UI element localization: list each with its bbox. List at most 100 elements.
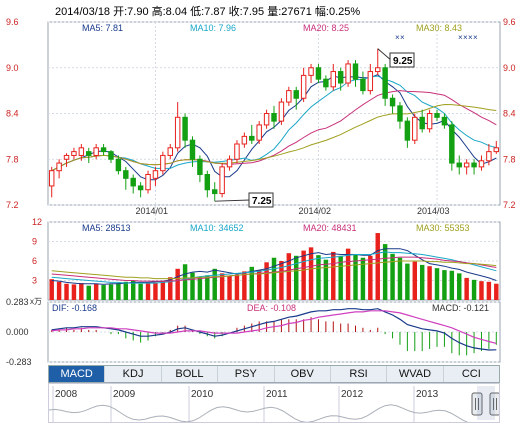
candle-body [471,162,477,168]
candle-body [389,97,396,107]
candle-body [226,158,233,168]
navigator-year-label: 2012 [341,389,364,400]
volume-ma-line [51,260,497,280]
macd-label: DEA: -0.108 [247,303,296,313]
indicator-tabs: MACD KDJ BOLL PSY OBV RSI WVAD CCI [48,365,500,383]
tab-macd[interactable]: MACD [49,366,106,382]
macd-dif-line [51,308,497,351]
tab-obv[interactable]: OBV [275,366,331,382]
candle-body [382,67,388,99]
candle-body [352,63,359,80]
volume-bar [101,285,106,300]
volume-bar [353,254,358,300]
volume-bar [279,261,284,300]
price-xtick: 2014/01 [135,206,168,216]
candle-body [56,162,62,172]
candle-body [486,151,492,162]
volume-bar [219,273,225,300]
volume-bar [190,272,195,300]
volume-bar [242,271,247,300]
tab-cci[interactable]: CCI [461,368,481,380]
high-annotation-box [389,52,415,68]
candle-body [160,154,166,172]
candle-body [174,116,181,149]
tab-rsi[interactable]: RSI [331,366,388,382]
price-xtick: 2014/02 [298,206,331,216]
range-navigator[interactable]: 2008 2009 2010 2011 2012 2013 [48,383,500,423]
volume-bar [368,255,373,300]
volume-bar [294,255,299,300]
candle-body [137,185,144,191]
volume-bar [182,264,188,300]
price-ma-label: MA20: 8.25 [303,23,349,33]
tab-psy[interactable]: PSY [218,366,275,382]
candle-body [63,154,70,160]
price-ma-label: MA30: 8.43 [416,23,462,33]
volume-bar [397,257,403,300]
volume-bar [256,270,262,300]
volume-bar [382,244,388,300]
volume-ma-label: MA10: 34652 [190,223,244,233]
volume-bar [494,283,499,300]
volume-bar [130,280,136,300]
tab-boll[interactable]: BOLL [162,366,219,382]
volume-bar [345,248,351,300]
volume-bar [486,281,492,300]
candle-body [115,158,122,172]
volume-bar [405,263,410,300]
price-ytick-left: 7.2 [6,200,19,210]
candle-body [463,162,470,168]
macd-label: MACD: -0.121 [432,303,489,313]
low-annotation-box [248,192,274,208]
candle-body [234,143,240,160]
volume-ytick: 9 [32,237,37,247]
volume-ma-line [51,251,497,284]
candle-body [271,113,277,122]
candle-body [152,170,159,179]
candle-body [337,71,344,84]
candle-body [412,116,418,141]
price-ma-label: MA10: 7.96 [190,23,236,33]
candle-body [426,113,433,130]
price-ma-line [51,75,497,172]
candle-body [493,147,500,153]
navigator-history-line [49,404,469,422]
volume-bar [360,257,366,300]
navigator-year-label: 2009 [113,389,136,400]
candle-body [375,67,381,73]
candle-body [204,174,211,191]
volume-bar [338,255,343,300]
candle-body [108,151,114,160]
volume-bar [308,247,314,300]
volume-bar [205,275,210,300]
tab-wvad[interactable]: WVAD [387,366,444,382]
volume-bar [464,277,469,300]
volume-bar [412,261,418,300]
volume-bar [301,250,306,300]
volume-bar [49,279,54,300]
volume-bar [271,257,277,300]
candle-body [130,177,136,187]
volume-bar [93,283,99,300]
low-annotation-leader [214,199,251,202]
candle-body [78,147,85,156]
navigator-year-label: 2010 [191,389,214,400]
volume-ytick: 3 [32,276,37,286]
navigator-handle [471,392,483,416]
macd-dea-line [51,310,497,344]
tab-kdj[interactable]: KDJ [105,366,162,382]
navigator-svg: 2008 2009 2010 2011 2012 2013 [49,386,499,422]
volume-bar [86,285,91,300]
volume-bar [427,266,432,300]
volume-bar [123,281,129,300]
candle-body [71,151,77,156]
candle-body [345,63,351,84]
volume-bar [145,283,151,300]
volume-ytick: 6 [32,256,37,266]
price-ytick-right: 9.6 [503,17,516,27]
price-ytick-left: 9.6 [6,17,19,27]
candle-body [211,189,218,195]
volume-bar [449,270,455,300]
volume-bar [153,282,158,300]
volume-bar [138,283,143,300]
